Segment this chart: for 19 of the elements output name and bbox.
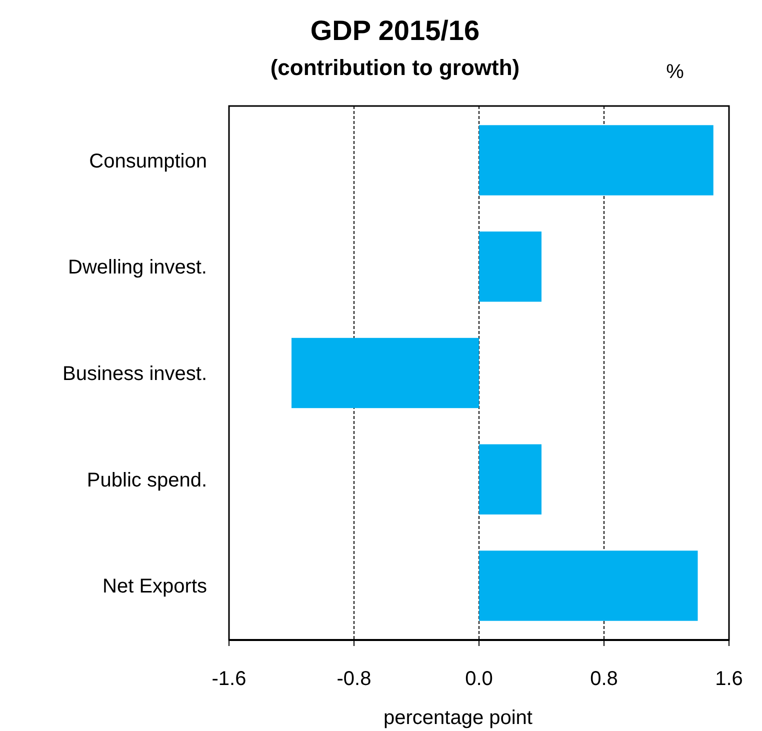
bar: [479, 232, 542, 302]
bar: [479, 550, 698, 621]
x-tick-label: 0.8: [590, 668, 618, 690]
x-tick-label: 1.6: [715, 668, 743, 690]
x-axis-title: percentage point: [383, 707, 533, 729]
y-tick-label: Public spend.: [86, 469, 207, 492]
bar: [292, 338, 479, 408]
bar: [479, 125, 714, 196]
bar: [479, 444, 542, 514]
x-tick-label: -0.8: [336, 668, 372, 690]
chart-subtitle: (contribution to growth): [270, 55, 520, 80]
y-tick-label: Consumption: [89, 150, 207, 172]
x-tick-label: -1.6: [212, 668, 246, 690]
y-tick-label: Dwelling invest.: [68, 256, 207, 279]
y-tick-label: Business invest.: [62, 363, 207, 385]
text: %: [666, 61, 684, 83]
y-tick-label: Net Exports: [102, 576, 207, 598]
x-tick-label: 0.0: [465, 668, 493, 690]
chart-title: GDP 2015/16: [310, 15, 480, 46]
